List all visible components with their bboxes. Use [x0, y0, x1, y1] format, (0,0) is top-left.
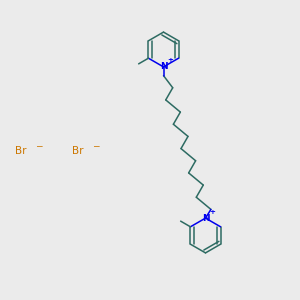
Text: +: + — [209, 208, 215, 214]
Text: +: + — [167, 57, 173, 63]
Text: −: − — [92, 142, 100, 151]
Text: N: N — [160, 62, 167, 71]
Text: Br: Br — [72, 146, 83, 157]
Text: N: N — [202, 214, 209, 223]
Text: −: − — [35, 142, 43, 151]
Text: Br: Br — [15, 146, 26, 157]
